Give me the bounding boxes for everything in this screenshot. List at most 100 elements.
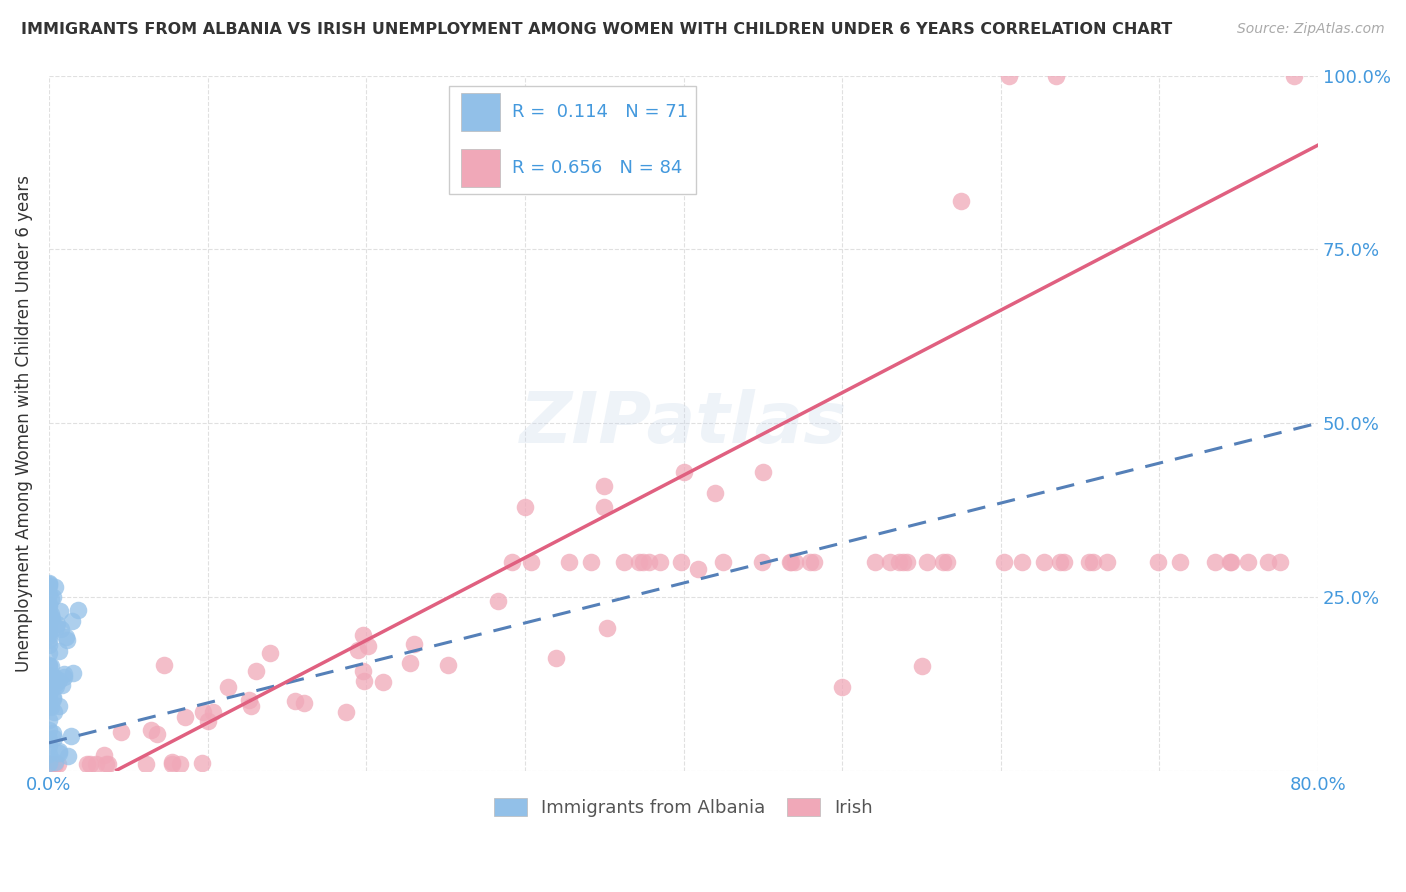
Point (41, 670, 63, 684)
Point (48, 604, 70, 618)
Point (55, 633, 77, 648)
Point (38, 575, 60, 590)
Point (1219, 555, 1241, 569)
Point (39, 592, 62, 607)
Point (399, 657, 422, 671)
Point (1053, 555, 1076, 569)
Point (352, 665, 374, 679)
Point (39, 700, 62, 714)
Point (42, 591, 65, 605)
Point (284, 694, 307, 708)
Point (785, 555, 807, 569)
Point (160, 755, 183, 769)
Point (48, 673, 70, 687)
Point (38, 629, 60, 643)
Point (38, 599, 60, 613)
Point (39, 607, 62, 622)
Point (39, 756, 62, 771)
Point (239, 698, 262, 713)
Point (593, 500, 616, 514)
Point (38, 676, 60, 690)
Point (486, 594, 509, 608)
Point (1049, 555, 1071, 569)
Point (751, 555, 773, 569)
Point (38, 626, 60, 640)
Point (347, 643, 370, 657)
Point (402, 637, 425, 651)
Point (259, 646, 281, 660)
Point (174, 710, 197, 724)
Point (803, 555, 825, 569)
Point (238, 693, 260, 707)
Point (1268, 555, 1291, 569)
Point (672, 465, 695, 479)
Point (520, 555, 543, 569)
Y-axis label: Unemployment Among Women with Children Under 6 years: Unemployment Among Women with Children U… (15, 175, 32, 672)
Point (1032, 555, 1054, 569)
Point (544, 651, 567, 665)
Point (38, 698, 60, 713)
Point (631, 555, 654, 569)
Point (41, 690, 63, 704)
Point (48, 644, 70, 658)
Point (501, 555, 523, 569)
Point (915, 555, 938, 569)
Point (889, 555, 911, 569)
Point (1045, 69, 1067, 83)
FancyBboxPatch shape (449, 86, 696, 194)
Point (146, 727, 169, 741)
Point (357, 640, 380, 654)
Point (53, 670, 76, 684)
FancyBboxPatch shape (461, 93, 499, 131)
Point (581, 555, 603, 569)
FancyBboxPatch shape (461, 148, 499, 186)
Point (1168, 555, 1191, 569)
Point (38, 658, 60, 673)
Point (59, 729, 82, 743)
Point (38, 747, 60, 761)
Point (38, 679, 60, 693)
Point (879, 555, 901, 569)
Point (38, 756, 60, 771)
Point (1095, 555, 1118, 569)
Point (86, 756, 108, 771)
Point (910, 659, 932, 673)
Point (79, 756, 101, 771)
Point (1204, 555, 1226, 569)
Point (557, 555, 579, 569)
Point (110, 725, 132, 739)
Point (38, 739, 60, 754)
Point (628, 555, 651, 569)
Point (42, 731, 65, 745)
Point (38, 638, 60, 652)
Point (1237, 555, 1260, 569)
Point (38, 577, 60, 591)
Point (779, 555, 801, 569)
Point (1011, 555, 1033, 569)
Text: ZIPatlas: ZIPatlas (520, 389, 848, 458)
Point (191, 756, 214, 771)
Point (94, 756, 117, 771)
Point (1147, 555, 1170, 569)
Point (993, 555, 1015, 569)
Point (779, 555, 801, 569)
Point (997, 69, 1019, 83)
Point (38, 668, 60, 682)
Point (1078, 555, 1101, 569)
Point (1257, 555, 1279, 569)
Point (671, 555, 693, 569)
Point (46, 617, 69, 632)
Point (39, 658, 62, 673)
Point (596, 621, 619, 635)
Point (152, 657, 174, 672)
Point (38, 732, 60, 747)
Point (38, 586, 60, 600)
Point (51, 678, 73, 692)
Point (44, 756, 66, 770)
Point (38, 671, 60, 685)
Point (373, 675, 395, 690)
Point (45, 679, 67, 693)
Point (44, 581, 66, 595)
Point (41, 611, 63, 625)
Point (38, 607, 60, 622)
